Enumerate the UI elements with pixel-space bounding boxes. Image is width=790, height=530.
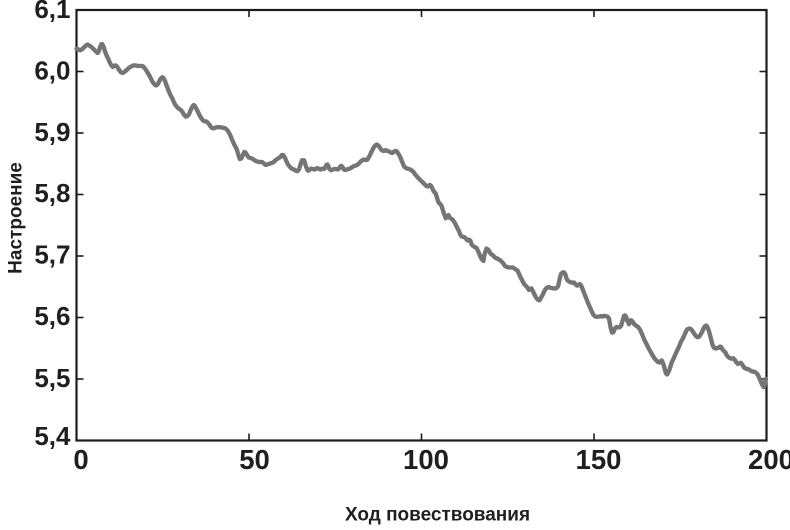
svg-text:0: 0 [73,444,88,475]
svg-text:100: 100 [403,444,449,475]
svg-text:6,0: 6,0 [34,56,70,86]
svg-text:5,6: 5,6 [34,301,70,331]
svg-text:50: 50 [239,444,270,475]
svg-text:5,4: 5,4 [34,421,71,451]
svg-text:5,7: 5,7 [34,240,70,270]
svg-text:6,1: 6,1 [34,0,70,24]
svg-text:5,8: 5,8 [34,178,70,208]
svg-text:Настроение: Настроение [6,162,27,274]
svg-text:5,9: 5,9 [34,117,70,147]
svg-text:Ход повествования: Ход повествования [345,505,530,526]
svg-text:150: 150 [576,444,622,475]
svg-text:200: 200 [748,444,790,475]
svg-text:5,5: 5,5 [34,363,70,393]
